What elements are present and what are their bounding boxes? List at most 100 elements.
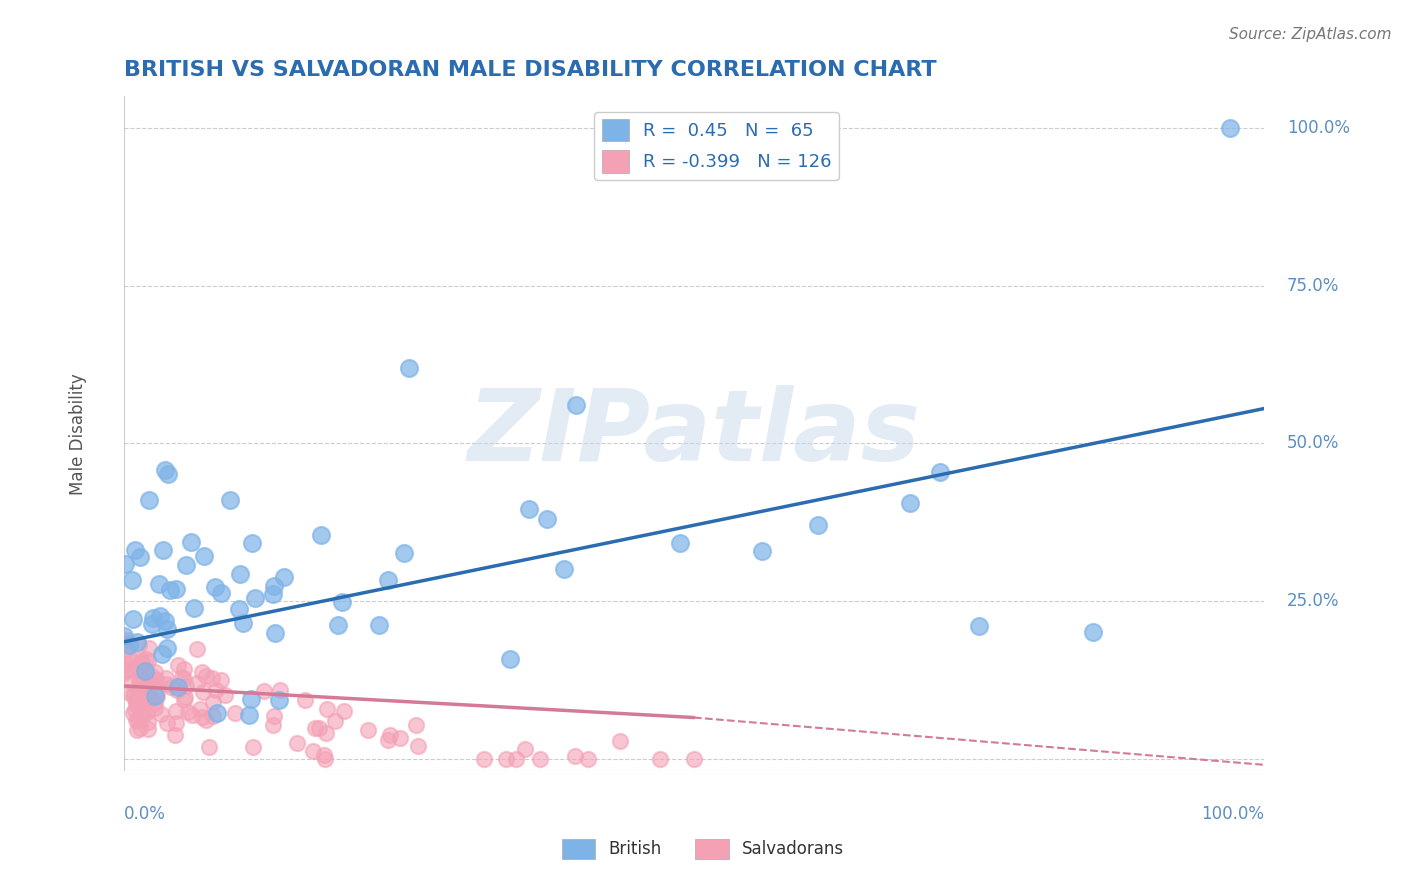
- Point: [536, 512, 558, 526]
- Point: [122, 689, 145, 703]
- Point: [517, 501, 540, 516]
- Point: [183, 600, 205, 615]
- Point: [129, 709, 152, 723]
- Point: [228, 602, 250, 616]
- Point: [201, 709, 224, 723]
- Text: 100.0%: 100.0%: [1201, 805, 1264, 823]
- Point: [326, 617, 349, 632]
- Point: [253, 684, 276, 698]
- Point: [378, 728, 401, 742]
- Point: [394, 546, 416, 560]
- Point: [316, 702, 339, 716]
- Point: [751, 544, 773, 558]
- Point: [127, 682, 149, 697]
- Point: [155, 622, 177, 636]
- Point: [564, 748, 586, 763]
- Point: [174, 690, 197, 705]
- Point: [124, 543, 146, 558]
- Point: [186, 676, 208, 690]
- Point: [145, 683, 167, 698]
- Point: [114, 657, 136, 672]
- Point: [202, 695, 225, 709]
- Point: [118, 651, 141, 665]
- Point: [294, 693, 316, 707]
- Point: [967, 619, 990, 633]
- Point: [135, 686, 157, 700]
- Text: 0.0%: 0.0%: [124, 805, 166, 823]
- Text: ZIPatlas: ZIPatlas: [467, 385, 921, 483]
- Point: [149, 609, 172, 624]
- Point: [156, 467, 179, 481]
- Point: [138, 722, 160, 736]
- Point: [131, 667, 153, 681]
- Point: [204, 580, 226, 594]
- Point: [136, 714, 159, 729]
- Point: [122, 612, 145, 626]
- Point: [131, 656, 153, 670]
- Text: 75.0%: 75.0%: [1286, 277, 1339, 294]
- Point: [273, 570, 295, 584]
- Point: [118, 638, 141, 652]
- Point: [240, 692, 263, 706]
- Point: [174, 679, 197, 693]
- Point: [513, 741, 536, 756]
- Point: [529, 751, 551, 765]
- Point: [177, 706, 200, 720]
- Point: [138, 640, 160, 655]
- Point: [173, 662, 195, 676]
- Point: [148, 577, 170, 591]
- Point: [128, 684, 150, 698]
- Point: [159, 583, 181, 598]
- Point: [188, 701, 211, 715]
- Point: [323, 714, 346, 728]
- Point: [332, 704, 354, 718]
- Point: [153, 463, 176, 477]
- Point: [136, 654, 159, 668]
- Point: [125, 635, 148, 649]
- Point: [138, 492, 160, 507]
- Point: [112, 629, 135, 643]
- Point: [139, 677, 162, 691]
- Point: [472, 751, 495, 765]
- Point: [357, 723, 380, 737]
- Point: [330, 595, 353, 609]
- Point: [263, 709, 285, 723]
- Point: [609, 734, 631, 748]
- Point: [143, 701, 166, 715]
- Point: [209, 673, 232, 687]
- Point: [138, 690, 160, 705]
- Point: [166, 657, 188, 672]
- Point: [669, 536, 692, 550]
- Point: [143, 696, 166, 710]
- Point: [125, 694, 148, 708]
- Text: 50.0%: 50.0%: [1286, 434, 1339, 452]
- Point: [314, 751, 336, 765]
- Point: [115, 635, 138, 649]
- Point: [499, 652, 522, 666]
- Point: [214, 689, 236, 703]
- Point: [150, 648, 173, 662]
- Point: [125, 713, 148, 727]
- Point: [405, 717, 427, 731]
- Point: [125, 693, 148, 707]
- Point: [269, 682, 291, 697]
- Point: [122, 686, 145, 700]
- Point: [195, 714, 218, 728]
- Point: [193, 549, 215, 563]
- Legend: R =  0.45   N =  65, R = -0.399   N = 126: R = 0.45 N = 65, R = -0.399 N = 126: [595, 112, 839, 179]
- Point: [180, 707, 202, 722]
- Point: [898, 496, 921, 510]
- Point: [114, 557, 136, 571]
- Point: [125, 723, 148, 737]
- Point: [131, 672, 153, 686]
- Point: [170, 670, 193, 684]
- Point: [207, 706, 229, 720]
- Point: [267, 693, 290, 707]
- Point: [304, 721, 326, 735]
- Point: [115, 642, 138, 657]
- Point: [553, 562, 575, 576]
- Point: [174, 558, 197, 573]
- Point: [128, 639, 150, 653]
- Text: 100.0%: 100.0%: [1286, 119, 1350, 137]
- Point: [262, 718, 284, 732]
